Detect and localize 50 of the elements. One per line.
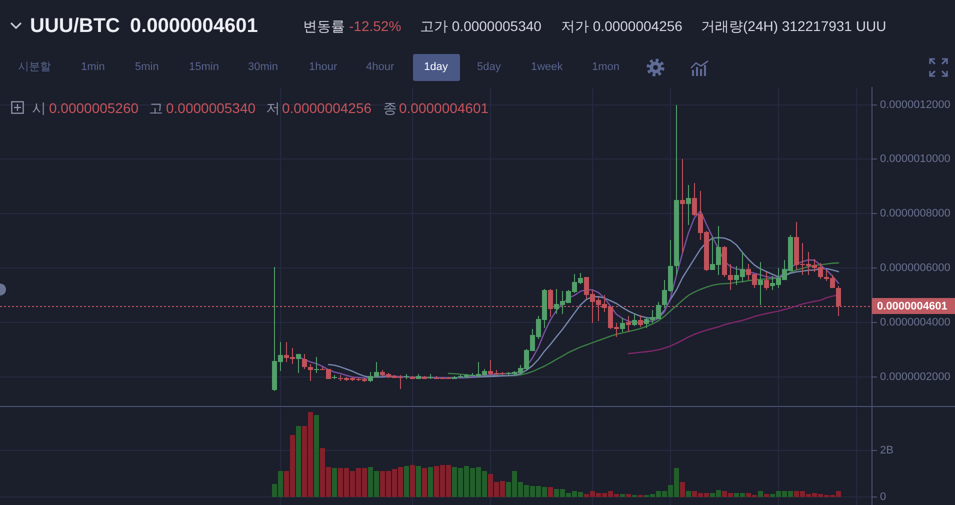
y-tick-label: 2B [880,444,894,457]
annotation: 종 [383,100,397,116]
bar [620,494,625,497]
annotation: 저 [266,100,280,116]
y-tick-label: 0.0000008000 [880,208,950,220]
bar [314,415,319,497]
bar [428,467,433,497]
text: 15min [189,60,219,72]
text: 변동률 [303,18,345,34]
y-tick-label: 0.0000002000 [880,371,950,384]
text: 0.0000004601 [130,15,258,37]
bar [758,491,763,497]
y-tick-label: 0.0000004000 [880,316,950,329]
y-tick-label: 0.0000006000 [880,262,950,274]
text: -12.52% [349,18,402,34]
text: 5min [135,60,159,72]
text: 고 [149,100,163,116]
text: 5day [477,60,501,72]
bar [332,468,337,497]
text: 고가 0.0000005340 [420,18,542,34]
text: 0.0000005340 [166,100,256,116]
text: 1mon [592,60,620,72]
text: 0.0000005260 [49,100,139,116]
y-tick-label: 0.0000010000 [880,153,950,166]
bar [416,466,421,497]
text: 1min [81,60,105,72]
bar [404,466,409,497]
ref-line-label: 0.0000004601 [877,300,948,313]
text: UUU/BTC [30,15,120,37]
y-tick-label: 0 [880,491,886,504]
text: 30min [248,60,278,72]
text: 4hour [366,60,394,72]
text: 시분할 [18,60,51,72]
annotation: 0.0000004256 [282,100,372,116]
annotation: 0.0000004601 [399,100,489,116]
y-tick-label: 0.0000012000 [880,98,950,111]
bar [296,426,301,497]
bar [764,494,769,497]
bar [686,491,691,497]
text: 1week [531,60,563,72]
text: 시 [32,100,46,116]
text: 저가 0.0000004256 [561,18,682,34]
bar [548,487,553,497]
text: 1day [424,60,448,72]
text: 1hour [309,60,338,72]
bar [680,482,685,497]
bar [626,494,631,497]
bar [422,468,427,497]
text: 거래량(24H) 312217931 UUU [701,18,886,34]
bar [410,465,415,497]
